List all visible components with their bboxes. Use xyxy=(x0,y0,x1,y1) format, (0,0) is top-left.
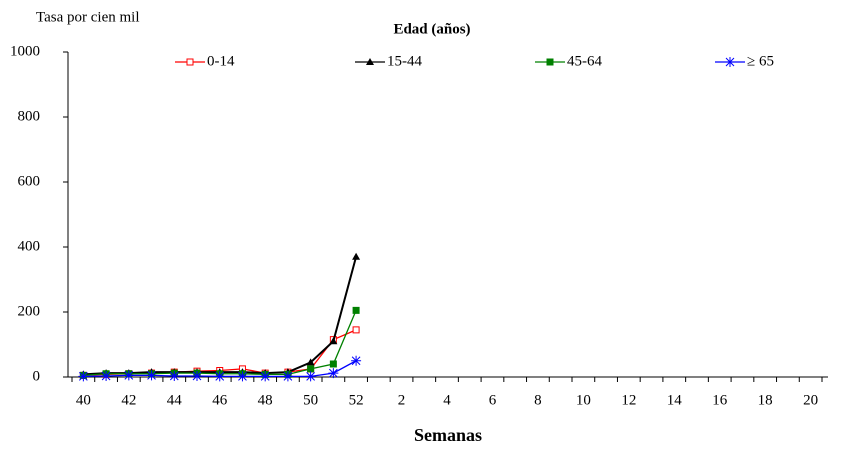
x-tick-label: 20 xyxy=(803,392,818,408)
x-tick-label: 10 xyxy=(576,392,591,408)
data-point xyxy=(307,365,315,373)
y-tick-label: 1000 xyxy=(10,43,40,59)
x-tick-label: 14 xyxy=(667,392,683,408)
legend-marker xyxy=(725,57,735,67)
data-point xyxy=(329,337,338,345)
y-tick-label: 600 xyxy=(18,173,41,189)
x-tick-label: 52 xyxy=(349,392,364,408)
data-point xyxy=(123,370,134,381)
x-tick-label: 42 xyxy=(121,392,136,408)
x-tick-label: 40 xyxy=(76,392,91,408)
y-tick-label: 800 xyxy=(18,108,41,124)
x-tick-label: 18 xyxy=(758,392,773,408)
data-point xyxy=(305,371,316,382)
data-point xyxy=(78,371,89,382)
data-point xyxy=(351,355,362,366)
x-tick-label: 4 xyxy=(443,392,451,408)
legend-marker xyxy=(186,58,194,66)
x-tick-label: 48 xyxy=(258,392,273,408)
series-line xyxy=(83,256,358,376)
x-tick-label: 12 xyxy=(621,392,636,408)
data-point xyxy=(146,370,157,381)
data-point xyxy=(306,358,315,366)
data-point xyxy=(237,371,248,382)
y-axis-label: Tasa por cien mil xyxy=(36,9,140,25)
x-tick-label: 8 xyxy=(534,392,542,408)
x-tick-label: 2 xyxy=(398,392,406,408)
legend-title: Edad (años) xyxy=(393,21,470,37)
x-tick-label: 16 xyxy=(712,392,728,408)
data-point xyxy=(352,326,360,334)
data-point xyxy=(329,360,337,368)
y-tick-label: 200 xyxy=(18,303,41,319)
legend-marker xyxy=(546,58,554,66)
data-point xyxy=(192,371,202,382)
legend-label: 15-44 xyxy=(387,53,422,69)
legend-label: ≥ 65 xyxy=(747,53,774,69)
data-point xyxy=(352,306,360,314)
data-point xyxy=(169,371,180,382)
data-point xyxy=(214,371,225,382)
x-tick-label: 44 xyxy=(167,392,183,408)
data-point xyxy=(101,371,112,382)
legend-label: 45-64 xyxy=(567,53,602,69)
series-line xyxy=(83,310,357,377)
y-tick-label: 0 xyxy=(33,368,41,384)
x-tick-label: 46 xyxy=(212,392,228,408)
data-point xyxy=(328,368,339,379)
data-point xyxy=(352,252,361,260)
y-tick-label: 400 xyxy=(18,238,41,254)
legend-marker xyxy=(366,58,374,65)
data-point xyxy=(282,371,293,382)
legend-label: 0-14 xyxy=(207,53,235,69)
data-point xyxy=(260,371,271,382)
x-axis-label: Semanas xyxy=(414,425,482,445)
x-tick-label: 6 xyxy=(489,392,497,408)
x-tick-label: 50 xyxy=(303,392,318,408)
